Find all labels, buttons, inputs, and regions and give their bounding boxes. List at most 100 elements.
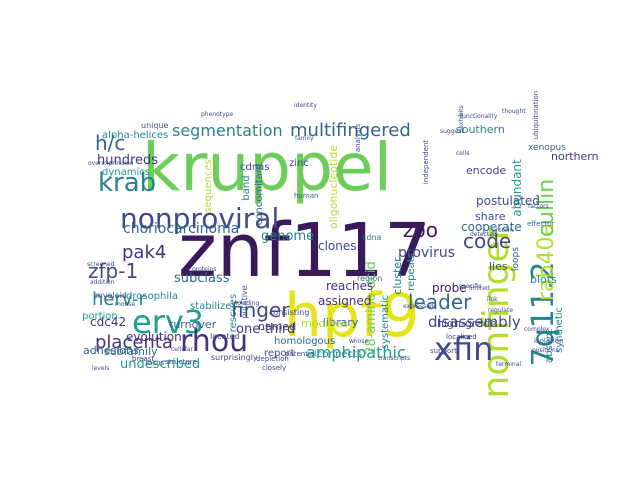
word-erv3: erv3 [132, 303, 204, 341]
word-zinc: zinc [289, 158, 309, 169]
word-high-grade: high-grade [437, 317, 497, 330]
word-transcripts: transcripts [378, 355, 410, 362]
word-rescues: rescues [228, 294, 239, 332]
word-reaches: reaches [326, 279, 373, 293]
word-hundreds: hundreds [97, 153, 158, 168]
word-breast: breast [132, 355, 154, 363]
word-drosophila: drosophila [126, 291, 178, 302]
word-cdnas: cdnas [240, 162, 270, 173]
word-finger: finger [231, 298, 290, 322]
word-turnover: turnover [169, 318, 217, 331]
word-pak4: pak4 [122, 242, 166, 263]
word-multifingered: multifingered [290, 120, 411, 141]
word-sequences: sequences [203, 159, 214, 212]
word-lies: lies [489, 260, 508, 273]
word-complex: complex [524, 326, 550, 333]
word-concomitant: concomitant [254, 163, 265, 225]
word-7q11-2: 7q11.2 [526, 262, 561, 367]
word-stabilize: stabilize [190, 301, 231, 312]
word-protein: protein [492, 227, 514, 234]
word-identity: identity [294, 102, 317, 109]
word-effector: effector [527, 220, 554, 228]
word-cluster: cluster [391, 257, 404, 295]
word-subclass: subclass [174, 271, 230, 286]
word-overexpression: overexpression [88, 160, 134, 167]
word-znf117: znf117 [178, 208, 431, 294]
word-potential: potential [285, 350, 316, 358]
word-ubiquitination: ubiquitination [532, 91, 540, 139]
word-encode: encode [466, 164, 506, 177]
word-detected: detected [470, 231, 497, 238]
word-code: code [463, 229, 511, 253]
word-isolation: isolation [534, 337, 564, 345]
word-probe: probe [432, 281, 467, 295]
word-limited: limited [469, 285, 490, 292]
word-dynamics: dynamics [102, 167, 150, 178]
word-undescribed: undescribed [120, 357, 200, 372]
word-addition: addition [90, 279, 115, 286]
word-surprisingly: surprisingly [211, 353, 258, 362]
word-leader: leader [408, 290, 472, 314]
word-band: band [241, 175, 252, 200]
word-suggest: suggest [440, 128, 464, 135]
word-screened: screened [87, 261, 115, 268]
word-thought: thought [502, 108, 526, 115]
word-exhibits: exhibits [458, 105, 465, 129]
word-including: including [232, 300, 260, 307]
word-rab40a: rab40a [534, 223, 559, 301]
word-whose: whose [349, 338, 369, 345]
word-subfamily: subfamily [104, 345, 158, 358]
word-terminal: terminal [496, 361, 521, 368]
word-nonproviral: nonproviral [120, 202, 279, 235]
word-link: link [487, 296, 498, 303]
word-regulate: regulate [488, 307, 513, 314]
word-levels: levels [92, 365, 109, 372]
word-factors: factors [528, 203, 549, 210]
word-phenotype: phenotype [201, 111, 233, 118]
word-library: library [323, 316, 359, 329]
word-disassembly: disassembly [428, 313, 521, 331]
word-putative: putative [240, 285, 249, 318]
word-region: region [357, 274, 382, 283]
word-localized: localized [446, 333, 477, 341]
word-kruppel: kruppel [142, 129, 392, 206]
word-clones: clones [318, 239, 357, 253]
word-depletion: depletion [256, 355, 289, 363]
word-consisting: consisting [269, 308, 309, 317]
word-assigned: assigned [318, 294, 371, 308]
word-cellular: cellular [171, 346, 193, 353]
word-nonfinger: nonfinger [476, 225, 517, 398]
word-northern: northern [551, 150, 599, 163]
word-positions: positions [532, 347, 559, 354]
word-family: family [295, 135, 314, 142]
word-named: named [258, 320, 296, 333]
word-systematic: systematic [380, 295, 391, 349]
word-mouse: mouse [115, 301, 135, 308]
word-locus: locus [146, 359, 165, 367]
word-absent: absent [544, 329, 555, 363]
word-choriocarcinoma: choriocarcinoma [123, 221, 239, 237]
word-share: share [475, 210, 506, 223]
word-specific: specific [459, 283, 482, 290]
word-unique: unique [141, 121, 169, 130]
word-myeloid: myeloid [95, 291, 127, 300]
word-support: support [430, 347, 457, 355]
word-h-c: h/c [95, 131, 125, 155]
word-analysis: analysis [354, 123, 362, 152]
word-zoo: zoo [403, 218, 438, 242]
word-genome: genome [261, 229, 314, 244]
word-closely: closely [262, 364, 286, 372]
word-report: report [264, 348, 295, 359]
word-southern: southern [456, 123, 505, 136]
word-postulated: postulated [476, 194, 540, 208]
word-homologous: homologous [274, 336, 335, 347]
word-hpf9: hpf9 [284, 281, 419, 351]
word-cells: cells [456, 150, 469, 157]
word-blots: blots [530, 273, 557, 286]
word-xfin: xfin [434, 330, 493, 368]
word-human: human [294, 192, 318, 200]
word-located: located [210, 332, 240, 341]
word-expressed: expressed [403, 303, 434, 310]
word-cdc42: cdc42 [90, 315, 126, 329]
